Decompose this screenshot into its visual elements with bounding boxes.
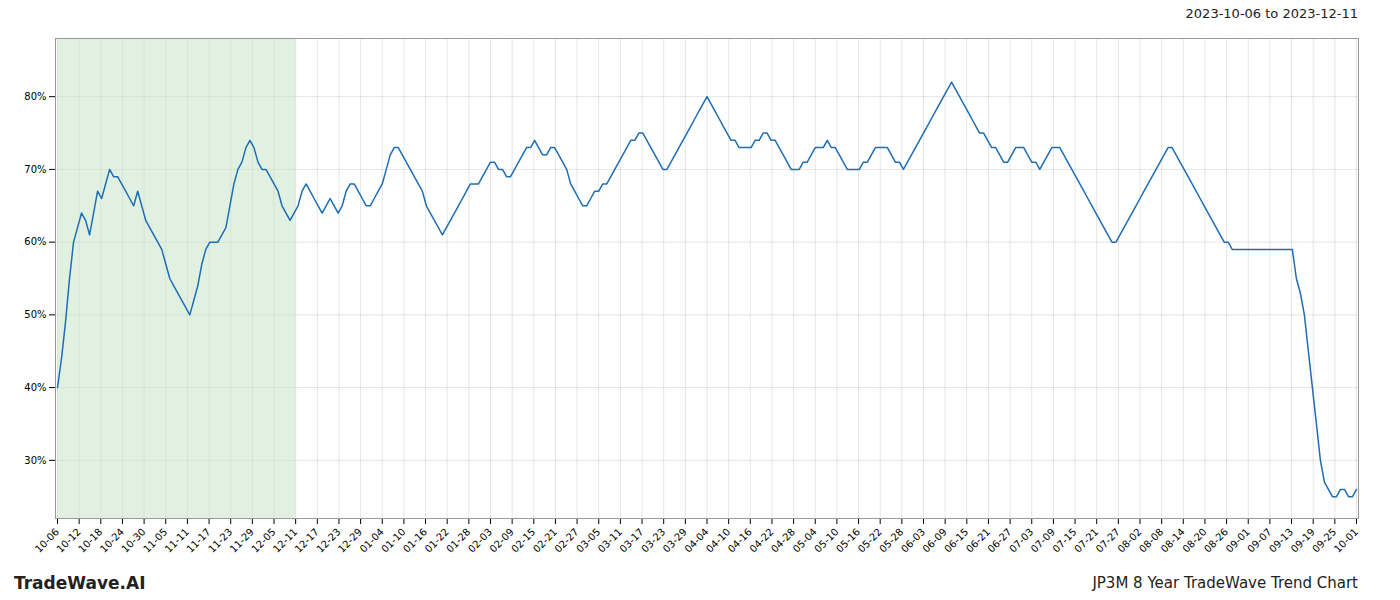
svg-text:10-24: 10-24 bbox=[97, 526, 127, 555]
svg-text:04-28: 04-28 bbox=[768, 526, 798, 555]
svg-text:05-16: 05-16 bbox=[833, 526, 863, 555]
svg-text:01-04: 01-04 bbox=[357, 526, 386, 555]
svg-text:10-18: 10-18 bbox=[76, 526, 105, 555]
svg-text:40%: 40% bbox=[24, 382, 46, 393]
svg-text:10-01: 10-01 bbox=[1332, 526, 1360, 554]
svg-text:04-10: 04-10 bbox=[704, 526, 733, 555]
svg-text:07-15: 07-15 bbox=[1050, 526, 1079, 555]
svg-text:06-21: 06-21 bbox=[963, 526, 993, 555]
svg-text:11-05: 11-05 bbox=[141, 526, 170, 555]
svg-text:01-28: 01-28 bbox=[444, 526, 473, 555]
svg-text:02-21: 02-21 bbox=[530, 526, 560, 555]
svg-text:01-16: 01-16 bbox=[400, 526, 430, 555]
svg-text:02-09: 02-09 bbox=[487, 526, 516, 555]
svg-text:70%: 70% bbox=[24, 164, 46, 175]
svg-text:06-03: 06-03 bbox=[898, 526, 928, 555]
svg-text:30%: 30% bbox=[24, 455, 46, 466]
html-text:JP3M 8 Year TradeWave Trend Ch: JP3M 8 Year TradeWave Trend Chart bbox=[1092, 574, 1358, 592]
svg-text:10-30: 10-30 bbox=[119, 526, 148, 555]
svg-text:07-21: 07-21 bbox=[1072, 526, 1101, 555]
svg-text:11-23: 11-23 bbox=[206, 526, 235, 555]
svg-text:08-02: 08-02 bbox=[1115, 526, 1144, 555]
svg-text:02-27: 02-27 bbox=[552, 526, 581, 555]
svg-text:10-06: 10-06 bbox=[32, 526, 62, 555]
svg-text:07-27: 07-27 bbox=[1093, 526, 1122, 555]
svg-text:10-12: 10-12 bbox=[54, 526, 83, 555]
svg-text:04-16: 04-16 bbox=[725, 526, 754, 555]
svg-text:05-04: 05-04 bbox=[790, 526, 819, 555]
svg-text:11-17: 11-17 bbox=[184, 526, 213, 555]
svg-text:06-15: 06-15 bbox=[942, 526, 971, 555]
svg-text:80%: 80% bbox=[24, 91, 46, 102]
svg-text:60%: 60% bbox=[24, 236, 46, 247]
svg-text:05-22: 05-22 bbox=[855, 526, 884, 555]
svg-text:08-20: 08-20 bbox=[1180, 526, 1209, 555]
svg-text:05-10: 05-10 bbox=[812, 526, 841, 555]
svg-text:12-29: 12-29 bbox=[336, 526, 365, 555]
svg-text:09-01: 09-01 bbox=[1223, 526, 1252, 555]
svg-text:03-23: 03-23 bbox=[639, 526, 668, 555]
svg-text:03-05: 03-05 bbox=[574, 526, 603, 555]
svg-text:07-03: 07-03 bbox=[1007, 526, 1036, 555]
svg-text:06-09: 06-09 bbox=[920, 526, 949, 555]
svg-text:50%: 50% bbox=[24, 309, 46, 320]
svg-text:09-19: 09-19 bbox=[1288, 526, 1317, 555]
svg-text:08-08: 08-08 bbox=[1137, 526, 1166, 555]
svg-text:12-05: 12-05 bbox=[249, 526, 278, 555]
svg-text:11-29: 11-29 bbox=[227, 526, 256, 555]
svg-text:05-28: 05-28 bbox=[877, 526, 906, 555]
svg-text:12-23: 12-23 bbox=[314, 526, 343, 555]
svg-text:03-29: 03-29 bbox=[660, 526, 689, 555]
html-text:TradeWave.AI: TradeWave.AI bbox=[14, 573, 146, 593]
svg-text:11-11: 11-11 bbox=[162, 526, 192, 555]
svg-text:02-15: 02-15 bbox=[509, 526, 538, 555]
svg-text:09-07: 09-07 bbox=[1245, 526, 1274, 555]
svg-text:01-22: 01-22 bbox=[422, 526, 451, 555]
svg-text:12-17: 12-17 bbox=[292, 526, 321, 555]
svg-text:07-09: 07-09 bbox=[1028, 526, 1058, 555]
svg-text:02-03: 02-03 bbox=[465, 526, 495, 555]
svg-text:12-11: 12-11 bbox=[271, 526, 300, 555]
html-text:2023-10-06 to 2023-12-11: 2023-10-06 to 2023-12-11 bbox=[1185, 6, 1358, 21]
svg-text:08-14: 08-14 bbox=[1158, 526, 1187, 555]
svg-text:09-25: 09-25 bbox=[1310, 526, 1339, 555]
svg-text:03-11: 03-11 bbox=[595, 526, 625, 555]
svg-text:09-13: 09-13 bbox=[1266, 526, 1296, 555]
svg-text:04-22: 04-22 bbox=[747, 526, 776, 555]
svg-text:03-17: 03-17 bbox=[617, 526, 646, 555]
svg-text:04-04: 04-04 bbox=[682, 526, 711, 555]
svg-text:01-10: 01-10 bbox=[379, 526, 408, 555]
svg-text:08-26: 08-26 bbox=[1201, 526, 1231, 555]
svg-text:06-27: 06-27 bbox=[985, 526, 1014, 555]
